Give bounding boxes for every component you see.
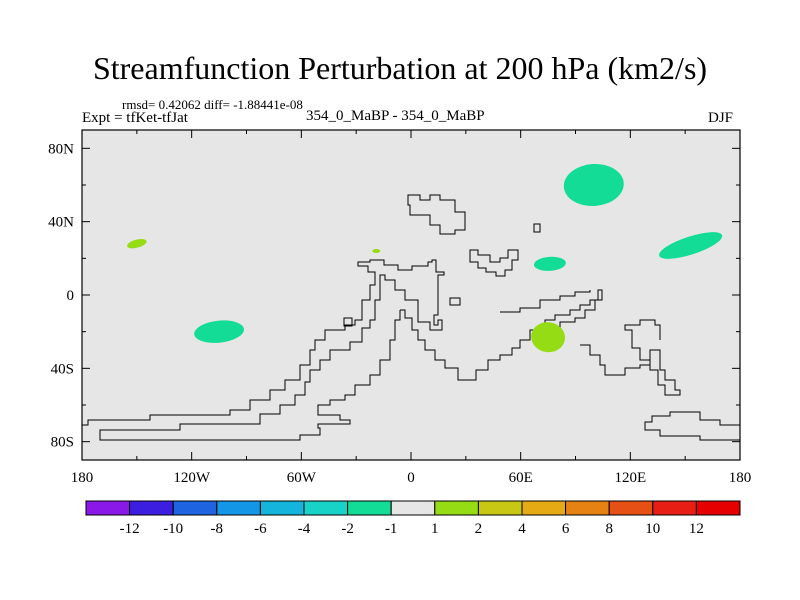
- stats-text: rmsd= 0.42062 diff= -1.88441e-08: [122, 97, 303, 112]
- lon-tick-label: 180: [71, 470, 94, 486]
- anomaly-west-pacific: [659, 232, 723, 259]
- colorbar-label: -12: [120, 521, 140, 537]
- colorbar-swatch: [259, 500, 305, 516]
- latitude-axis: 80N 40N 0 40S 80S: [48, 141, 740, 451]
- season-label: DJF: [708, 110, 734, 126]
- colorbar-swatch: [477, 500, 523, 516]
- anomaly-south-pacific: [194, 320, 244, 343]
- anomaly-layer: [127, 163, 723, 353]
- colorbar-label: -10: [163, 521, 183, 537]
- case-label: 354_0_MaBP - 354_0_MaBP: [306, 108, 485, 124]
- colorbar: -12 -10 -8 -6 -4 -2 -1 1 2 4 6 8 10 12: [85, 500, 741, 537]
- coastline-indian-ocean-islands: [500, 290, 591, 313]
- colorbar-swatch: [216, 500, 261, 516]
- lon-tick-label: 60W: [287, 470, 317, 486]
- experiment-label: Expt = tfKet-tfJat: [82, 110, 188, 126]
- plot-title: Streamfunction Perturbation at 200 hPa (…: [92, 50, 708, 86]
- colorbar-label: -4: [298, 521, 311, 537]
- colorbar-swatch: [129, 500, 174, 516]
- longitude-axis: 180 120W 60W 0 60E 120E 180: [71, 130, 752, 486]
- coastline-americas: [82, 259, 445, 441]
- colorbar-label: 1: [431, 521, 439, 537]
- colorbar-swatch: [565, 500, 610, 516]
- lon-tick-label: 180: [729, 470, 752, 486]
- lon-tick-label: 120E: [614, 470, 646, 486]
- colorbar-label: 12: [689, 521, 704, 537]
- colorbar-label: -8: [211, 521, 224, 537]
- colorbar-label: -2: [341, 521, 354, 537]
- anomaly-north-east-pacific: [127, 239, 147, 249]
- colorbar-label: 6: [562, 521, 570, 537]
- anomaly-indian-ocean: [531, 322, 566, 353]
- coastline-antarctica: [644, 411, 740, 441]
- colorbar-swatch: [652, 500, 697, 516]
- colorbar-swatch: [172, 500, 218, 516]
- map-background: [82, 130, 740, 460]
- colorbar-swatch: [608, 500, 654, 516]
- colorbar-swatch: [434, 500, 479, 516]
- colorbar-swatch: [521, 500, 567, 516]
- coastline-australia: [580, 319, 681, 396]
- colorbar-swatch: [303, 500, 349, 516]
- lat-tick-label: 40S: [51, 361, 74, 377]
- lon-tick-label: 60E: [509, 470, 533, 486]
- colorbar-swatch: [695, 500, 741, 516]
- colorbar-label: -1: [385, 521, 398, 537]
- colorbar-label: 2: [475, 521, 483, 537]
- lat-tick-label: 80S: [51, 435, 74, 451]
- lat-tick-label: 80N: [48, 141, 74, 157]
- coastline-eurasia-africa: [407, 194, 466, 235]
- coastlines: [82, 194, 740, 441]
- anomaly-south-asia: [533, 256, 566, 271]
- anomaly-north-pacific: [563, 163, 624, 207]
- lat-tick-label: 0: [67, 288, 75, 304]
- lon-tick-label: 0: [407, 470, 415, 486]
- coastline-small-islands: [343, 223, 541, 327]
- colorbar-label: -6: [254, 521, 267, 537]
- anomaly-north-atlantic: [372, 249, 381, 253]
- colorbar-label: 4: [518, 521, 526, 537]
- colorbar-swatch: [390, 500, 436, 516]
- coastline-asia-islands: [469, 249, 519, 277]
- lat-tick-label: 40N: [48, 215, 74, 231]
- lon-tick-label: 120W: [173, 470, 211, 486]
- colorbar-label: 8: [605, 521, 613, 537]
- colorbar-swatch: [85, 500, 131, 516]
- colorbar-label: 10: [645, 521, 660, 537]
- colorbar-swatch: [347, 500, 392, 516]
